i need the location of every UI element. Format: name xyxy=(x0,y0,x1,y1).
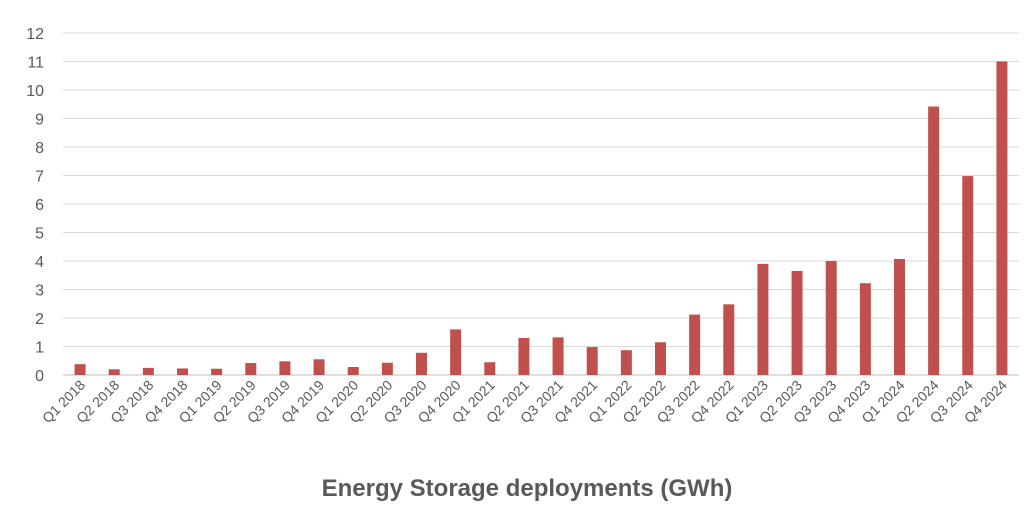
bar-q3-2021 xyxy=(552,337,564,375)
bar-q3-2020 xyxy=(416,352,427,375)
bar-q1-2023 xyxy=(757,263,769,375)
y-tick-label: 5 xyxy=(35,226,44,243)
bar-q3-2018 xyxy=(142,367,154,375)
bar-q2-2019 xyxy=(245,363,257,375)
bar-q3-2023 xyxy=(825,261,837,375)
bar-q3-2022 xyxy=(689,314,701,375)
bar-q4-2024 xyxy=(996,61,1008,375)
y-tick-label: 4 xyxy=(35,254,44,271)
y-tick-label: 11 xyxy=(27,55,44,72)
bar-q2-2021 xyxy=(518,337,530,375)
bar-q2-2023 xyxy=(791,270,803,375)
y-tick-label: 1 xyxy=(35,340,44,357)
y-tick-label: 7 xyxy=(35,169,44,186)
y-tick-label: 8 xyxy=(35,140,44,157)
bar-q4-2018 xyxy=(177,368,188,375)
y-tick-label: 0 xyxy=(35,368,44,385)
bar-q2-2020 xyxy=(381,362,393,375)
bar-q4-2022 xyxy=(723,304,735,375)
bar-q1-2019 xyxy=(211,368,223,375)
bar-q2-2024 xyxy=(928,106,940,375)
bar-q1-2020 xyxy=(347,367,359,375)
y-tick-label: 10 xyxy=(26,83,44,100)
bar-q2-2018 xyxy=(108,369,120,375)
bar-q1-2022 xyxy=(620,350,632,375)
x-axis-title: Energy Storage deployments (GWh) xyxy=(322,475,733,502)
y-tick-label: 9 xyxy=(35,112,44,129)
bar-q4-2019 xyxy=(313,359,325,375)
bar-q4-2020 xyxy=(450,329,462,375)
y-tick-label: 2 xyxy=(35,311,44,328)
grid-lines xyxy=(63,32,1019,376)
bar-q3-2024 xyxy=(962,176,974,375)
bars xyxy=(74,61,1008,375)
y-tick-label: 6 xyxy=(35,197,44,214)
bar-q1-2018 xyxy=(74,364,86,375)
bar-q3-2019 xyxy=(279,361,291,375)
bar-q2-2022 xyxy=(655,342,666,375)
bar-q1-2024 xyxy=(894,259,905,375)
y-tick-label: 3 xyxy=(35,283,44,300)
bar-q4-2023 xyxy=(859,283,871,375)
bar-q4-2021 xyxy=(586,347,598,375)
y-tick-label: 12 xyxy=(26,26,44,43)
bar-q1-2021 xyxy=(484,362,496,375)
